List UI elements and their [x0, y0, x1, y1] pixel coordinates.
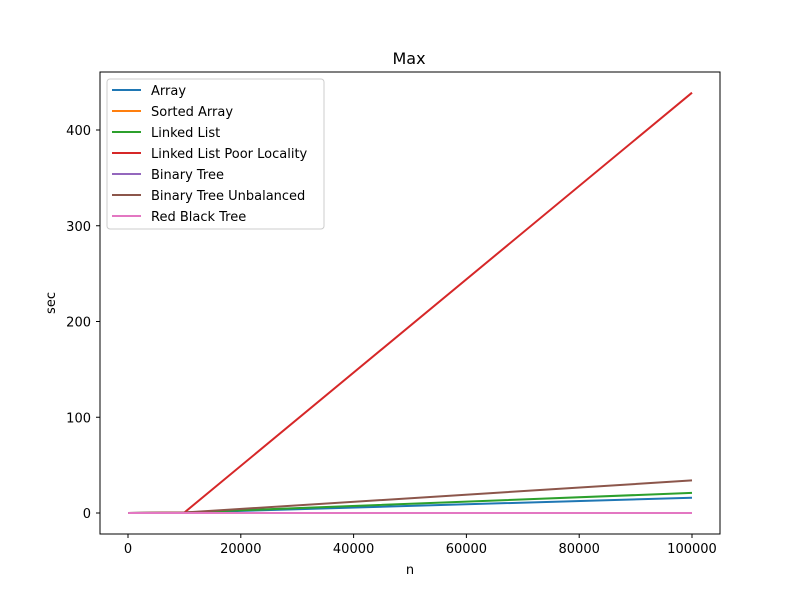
x-tick-label: 0 — [124, 542, 132, 557]
legend-item: Linked List — [112, 126, 220, 141]
x-tick-label: 80000 — [559, 542, 600, 557]
legend-label: Red Black Tree — [151, 210, 246, 225]
legend-item: Red Black Tree — [112, 210, 246, 225]
legend-item: Binary Tree — [112, 168, 224, 183]
legend-item: Linked List Poor Locality — [112, 147, 308, 162]
legend-label: Array — [151, 84, 186, 99]
legend-label: Linked List Poor Locality — [151, 147, 308, 162]
y-axis-label: sec — [44, 292, 59, 314]
x-tick-label: 20000 — [220, 542, 261, 557]
series-lines — [128, 91, 693, 514]
y-tick-label: 200 — [66, 316, 91, 331]
plot-area-frame — [99, 71, 721, 535]
legend-box — [106, 78, 325, 230]
y-tick-label: 300 — [66, 220, 91, 235]
x-tick-label: 40000 — [333, 542, 374, 557]
legend-item: Sorted Array — [112, 105, 233, 120]
y-tick-label: 100 — [66, 411, 91, 426]
x-axis-label: n — [406, 563, 414, 578]
x-axis: 0 20000 40000 60000 80000 100000 — [124, 534, 717, 557]
y-tick-label: 400 — [66, 124, 91, 139]
legend-label: Binary Tree Unbalanced — [151, 189, 305, 204]
x-tick-label: 60000 — [446, 542, 487, 557]
chart-title: Max — [392, 49, 425, 68]
y-axis: 0 100 200 300 400 — [66, 124, 100, 522]
x-tick-label: 100000 — [667, 542, 717, 557]
legend-label: Sorted Array — [151, 105, 233, 120]
legend-label: Binary Tree — [151, 168, 224, 183]
legend-item: Array — [112, 84, 186, 99]
legend: Array Sorted Array Linked List Linked List … — [106, 78, 325, 230]
legend-label: Linked List — [151, 126, 220, 141]
legend-item: Binary Tree Unbalanced — [112, 189, 305, 204]
y-tick-label: 0 — [83, 507, 91, 522]
